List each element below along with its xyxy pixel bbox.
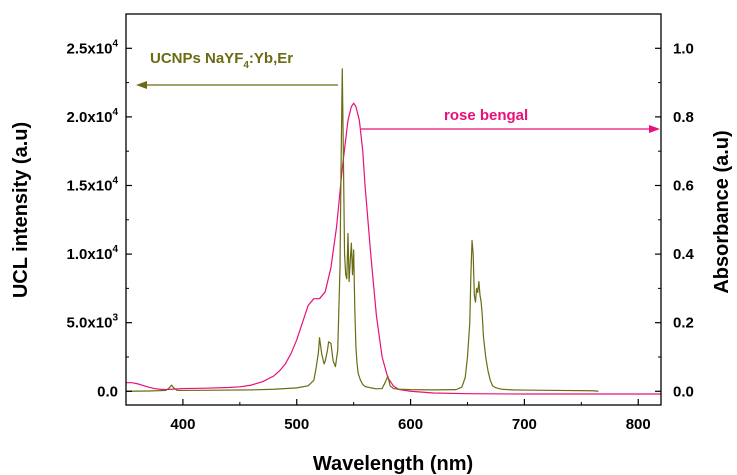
y-right-tick-label: 0.0 bbox=[673, 383, 694, 400]
rose-bengal-absorbance-line bbox=[126, 102, 661, 395]
y-left-tick-label: 1.5x104 bbox=[67, 175, 119, 194]
y-right-tick-label: 0.2 bbox=[673, 315, 694, 332]
x-axis-title: Wavelength (nm) bbox=[313, 453, 473, 475]
x-tick-label: 800 bbox=[626, 416, 651, 433]
y-left-tick-mantissa: 2.5x10 bbox=[67, 40, 113, 57]
y-left-tick-mantissa: 1.0x10 bbox=[67, 246, 113, 263]
axis-layer: 400 500 600 700 8000.05.0x1031.0x1041.5x1042… bbox=[67, 13, 695, 433]
ucl-emission-line bbox=[125, 68, 599, 392]
x-tick-label: 700 bbox=[512, 416, 537, 433]
ucl-annotation-sub: 4 bbox=[243, 60, 249, 71]
ucl-annotation-tail: :Yb,Er bbox=[249, 50, 293, 67]
y-left-tick-mantissa: 5.0x10 bbox=[67, 315, 113, 332]
y-left-tick-exponent: 4 bbox=[112, 38, 118, 49]
y-left-tick-exponent: 3 bbox=[112, 313, 118, 324]
y-right-tick-label: 0.8 bbox=[673, 109, 694, 126]
ucl-annotation-label: UCNPs NaYF4:Yb,Er bbox=[150, 50, 293, 71]
y-left-tick-mantissa: 2.0x10 bbox=[67, 109, 113, 126]
y-left-tick-label: 0.0 bbox=[97, 383, 118, 400]
series-layer bbox=[125, 68, 661, 395]
y-right-tick-label: 1.0 bbox=[673, 40, 694, 57]
x-tick-label: 400 bbox=[170, 416, 195, 433]
y-right-tick-label: 0.4 bbox=[673, 246, 695, 263]
y-right-axis-title: Absorbance (a.u) bbox=[711, 130, 733, 293]
y-left-tick-label: 2.5x104 bbox=[67, 38, 119, 57]
y-left-tick-label: 2.0x104 bbox=[67, 107, 119, 126]
y-left-axis-title: UCL intensity (a.u) bbox=[10, 122, 32, 298]
y-left-tick-mantissa: 0.0 bbox=[97, 383, 118, 400]
ucl-annotation-main: UCNPs NaYF bbox=[150, 50, 243, 67]
y-left-tick-exponent: 4 bbox=[112, 244, 118, 255]
rose-arrowhead bbox=[649, 125, 660, 133]
y-left-tick-label: 1.0x104 bbox=[67, 244, 119, 263]
x-tick-label: 600 bbox=[398, 416, 423, 433]
y-left-tick-label: 5.0x103 bbox=[67, 313, 119, 332]
x-tick-label: 500 bbox=[284, 416, 309, 433]
y-right-tick-label: 0.6 bbox=[673, 177, 694, 194]
rose-annotation-label: rose bengal bbox=[444, 107, 528, 124]
plot-frame bbox=[125, 13, 662, 406]
y-left-tick-exponent: 4 bbox=[112, 107, 118, 118]
y-left-tick-exponent: 4 bbox=[112, 175, 118, 186]
ucl-arrowhead bbox=[136, 81, 147, 89]
y-left-tick-mantissa: 1.5x10 bbox=[67, 177, 113, 194]
